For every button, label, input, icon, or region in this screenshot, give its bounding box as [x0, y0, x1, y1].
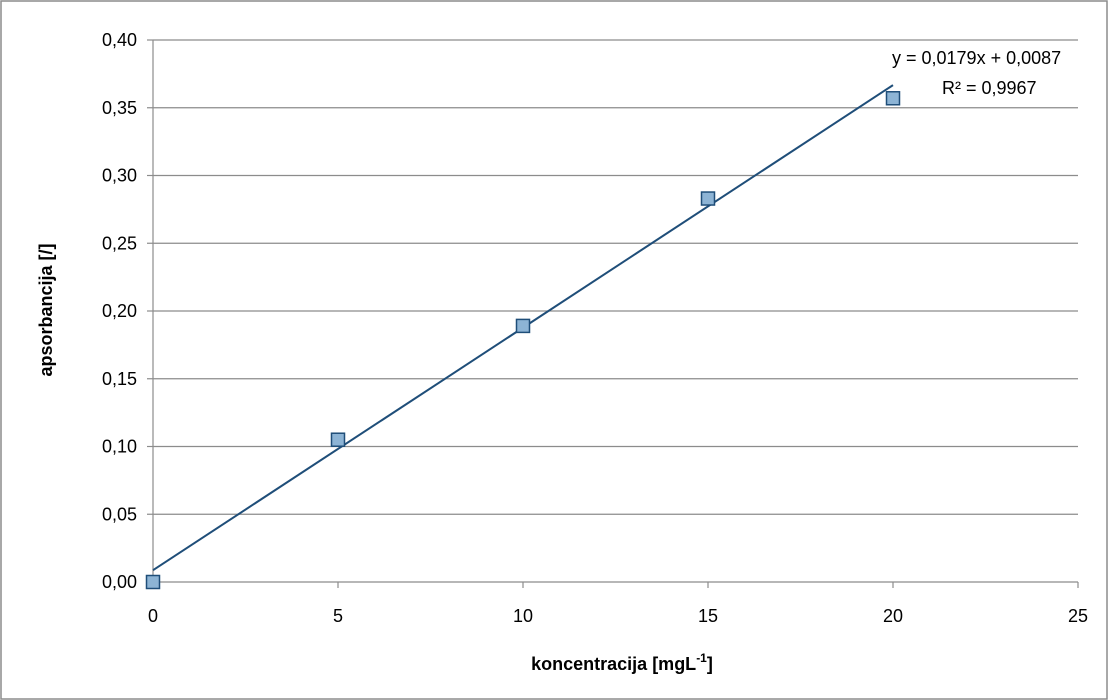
data-points	[145, 91, 901, 590]
grid-layer	[153, 39, 1078, 515]
y-tick-label: 0,00	[102, 572, 137, 592]
y-tick-label: 0,15	[102, 369, 137, 389]
x-tick-labels: 0 5 10 15 20 25	[148, 606, 1088, 626]
data-point	[885, 91, 901, 106]
x-axis-title: koncentracija [mgL-1]	[531, 651, 713, 674]
x-axis-title-suffix: ]	[707, 654, 713, 674]
y-tick-label: 0,10	[102, 437, 137, 457]
x-tick-label: 20	[883, 606, 903, 626]
x-tick-label: 5	[333, 606, 343, 626]
y-tick-label: 0,30	[102, 166, 137, 186]
y-tick-label: 0,40	[102, 30, 137, 50]
x-tick-label: 10	[513, 606, 533, 626]
x-axis-title-superscript: -1	[696, 651, 707, 665]
data-point	[145, 574, 161, 590]
trendline-r2: R² = 0,9967	[942, 78, 1037, 98]
trendline-equation: y = 0,0179x + 0,0087	[892, 48, 1061, 68]
y-axis-title: apsorbancija [/]	[36, 243, 56, 376]
x-axis-title-main: koncentracija [mgL	[531, 654, 696, 674]
y-tick-labels: 0,00 0,05 0,10 0,15 0,20 0,25 0,30 0,35 0,40	[102, 30, 137, 592]
x-tick-label: 0	[148, 606, 158, 626]
axis-layer	[147, 39, 1079, 588]
y-tick-label: 0,25	[102, 233, 137, 253]
y-tick-label: 0,05	[102, 504, 137, 524]
data-point	[515, 318, 531, 334]
y-tick-label: 0,35	[102, 98, 137, 118]
x-tick-label: 15	[698, 606, 718, 626]
y-tick-label: 0,20	[102, 301, 137, 321]
data-point	[700, 191, 716, 206]
x-tick-label: 25	[1068, 606, 1088, 626]
data-point	[330, 432, 346, 447]
